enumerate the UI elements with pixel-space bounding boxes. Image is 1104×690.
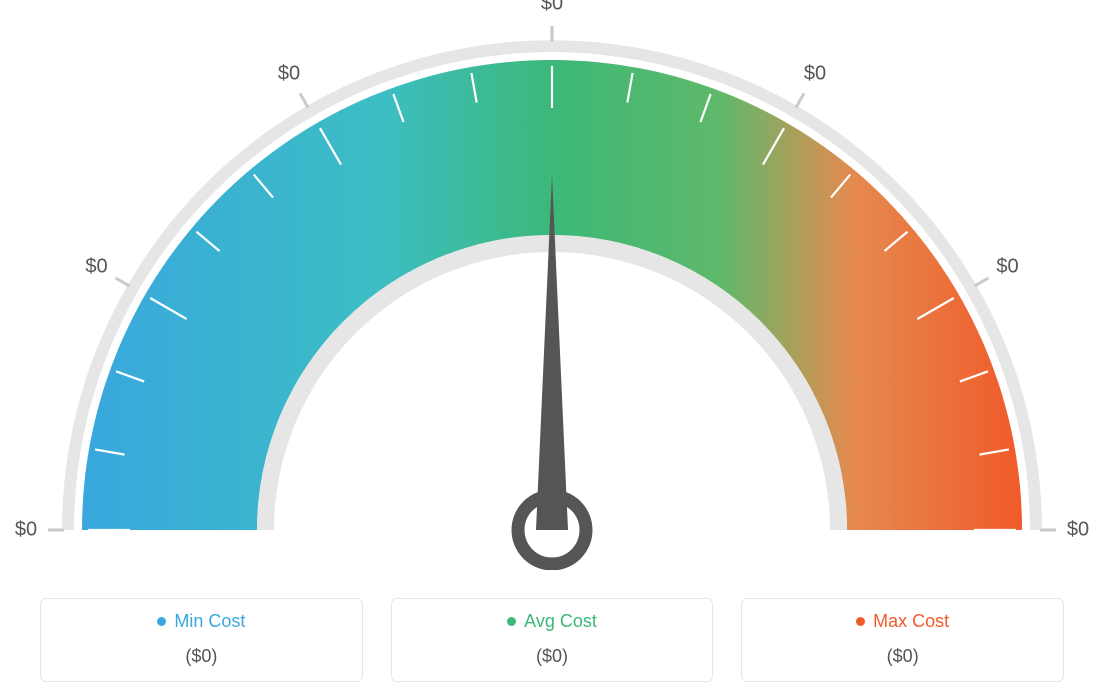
avg-cost-value: ($0) [392, 646, 713, 667]
avg-cost-header: Avg Cost [507, 611, 597, 632]
gauge-tick-label: $0 [996, 256, 1018, 279]
avg-dot-icon [507, 617, 516, 626]
max-cost-header: Max Cost [856, 611, 949, 632]
min-cost-panel: Min Cost ($0) [40, 598, 363, 682]
gauge-tick-label: $0 [804, 63, 826, 86]
min-cost-label: Min Cost [174, 611, 245, 632]
avg-cost-panel: Avg Cost ($0) [391, 598, 714, 682]
gauge-tick-label: $0 [15, 519, 37, 542]
max-cost-value: ($0) [742, 646, 1063, 667]
gauge-area: $0 $0 $0 $0 $0 $0 $0 [0, 0, 1104, 570]
gauge-svg [0, 0, 1104, 570]
gauge-chart-container: $0 $0 $0 $0 $0 $0 $0 Min Cost ($0) Avg Cost ($… [0, 0, 1104, 690]
gauge-tick-label: $0 [1067, 519, 1089, 542]
gauge-tick-label: $0 [278, 63, 300, 86]
max-cost-label: Max Cost [873, 611, 949, 632]
legend-panels: Min Cost ($0) Avg Cost ($0) Max Cost ($0… [40, 598, 1064, 682]
avg-cost-label: Avg Cost [524, 611, 597, 632]
gauge-tick-label: $0 [85, 256, 107, 279]
min-dot-icon [157, 617, 166, 626]
max-cost-panel: Max Cost ($0) [741, 598, 1064, 682]
max-dot-icon [856, 617, 865, 626]
gauge-tick-label: $0 [541, 0, 563, 16]
min-cost-value: ($0) [41, 646, 362, 667]
min-cost-header: Min Cost [157, 611, 245, 632]
